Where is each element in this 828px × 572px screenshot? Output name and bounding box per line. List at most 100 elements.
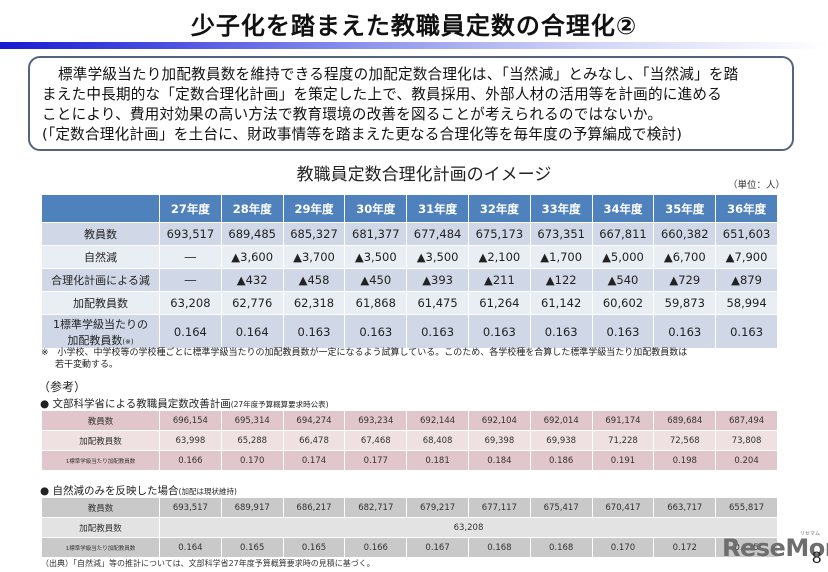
cell: ▲1,700 [529, 245, 593, 269]
cell: ▲393 [406, 268, 469, 292]
reference-heading: （参考） [38, 380, 87, 394]
table-row: 1標準学級当たり加配教員数 0.166 0.170 0.174 0.177 0.… [41, 450, 778, 471]
cell: 61,264 [467, 291, 531, 315]
cell: 0.163 [406, 314, 469, 349]
page-title: 少子化を踏まえた教職員定数の合理化② [190, 12, 638, 40]
row-label: 1標準学級当たり加配教員数 [41, 537, 160, 558]
row-label: 加配教員数 [41, 291, 160, 315]
cell: ▲879 [715, 268, 778, 292]
row-label: 加配教員数 [41, 430, 160, 451]
year-header: 28年度 [220, 194, 284, 223]
cell: ― [159, 245, 222, 269]
watermark-kana: リセマム [800, 531, 821, 537]
table-row: 自然減 ― ▲3,600 ▲3,700 ▲3,500 ▲3,500 ▲2,100… [41, 245, 778, 269]
mext-plan-heading: ● 文部科学省による教職員定数改善計画(27年度予算概算要求時公表) [40, 396, 329, 411]
table-row: 1標準学級当たりの 加配教員数(※) 0.164 0.164 0.163 0.1… [41, 314, 778, 349]
table-row: 教員数 696,154 695,314 694,274 693,234 692,… [41, 410, 778, 431]
table-row: 加配教員数 63,208 62,776 62,318 61,868 61,475… [41, 291, 778, 315]
row-label: 教員数 [41, 222, 160, 246]
summary-line: まえた中長期的な「定数合理化計画」を策定した上で、教員採用、外部人材の活用等を計… [42, 86, 722, 103]
cell: 673,351 [529, 222, 593, 246]
cell: 694,274 [282, 410, 346, 431]
cell: ▲211 [467, 268, 531, 292]
cell: 0.191 [591, 450, 655, 471]
natural-decrease-heading: ● 自然減のみを反映した場合(加配は現状維持) [40, 483, 237, 498]
footnote-line: ※ 小学校、中学校等の学校種ごとに標準学級当たりの加配教員数が一定になるよう試算… [41, 348, 688, 358]
year-header: 30年度 [344, 194, 408, 223]
cell: 0.172 [653, 537, 717, 558]
page-number: 8 [812, 548, 822, 567]
row-label: 合理化計画による減 [41, 268, 160, 292]
cell: 695,314 [220, 410, 284, 431]
cell: ▲432 [220, 268, 284, 292]
table-header-row: 27年度 28年度 29年度 30年度 31年度 32年度 33年度 34年度 … [41, 194, 778, 223]
cell: 59,873 [653, 291, 717, 315]
cell: 693,517 [159, 222, 222, 246]
section-subtitle: (加配は現状維持) [178, 487, 237, 496]
cell: 62,318 [282, 291, 346, 315]
cell: 692,104 [467, 410, 531, 431]
cell: 0.181 [406, 450, 469, 471]
cell: 72,568 [653, 430, 717, 451]
row-label: 1標準学級当たりの 加配教員数(※) [41, 314, 160, 349]
cell: 693,517 [159, 497, 222, 518]
table-row: 教員数 693,517 689,917 686,217 682,717 679,… [41, 497, 778, 518]
summary-line: 標準学級当たり加配教員数を維持できる程度の加配定数合理化は、「当然減」とみなし、… [58, 66, 739, 83]
section-title: 文部科学省による教職員定数改善計画 [52, 398, 231, 410]
cell: 0.170 [220, 450, 284, 471]
footnote-line: 若干変動する。 [55, 360, 119, 370]
table-title: 教職員定数合理化計画のイメージ [296, 165, 552, 185]
row-label-line2: 加配教員数 [67, 333, 123, 347]
cell: 675,173 [467, 222, 531, 246]
summary-box: 標準学級当たり加配教員数を維持できる程度の加配定数合理化は、「当然減」とみなし、… [28, 56, 794, 151]
cell: 69,938 [529, 430, 593, 451]
cell: 0.163 [715, 314, 778, 349]
cell: 686,217 [282, 497, 346, 518]
footnote-mark: (※) [122, 337, 134, 346]
cell: 67,468 [344, 430, 408, 451]
cell: ▲458 [282, 268, 346, 292]
cell: 0.177 [344, 450, 408, 471]
rationalization-plan-table: 27年度 28年度 29年度 30年度 31年度 32年度 33年度 34年度 … [41, 194, 778, 349]
unit-label: （単位：人） [728, 180, 786, 191]
cell: ― [159, 268, 222, 292]
row-label: 自然減 [41, 245, 160, 269]
cell: ▲5,000 [591, 245, 655, 269]
cell: 681,377 [344, 222, 408, 246]
cell: 0.168 [529, 537, 593, 558]
cell: 0.163 [344, 314, 408, 349]
cell: 677,484 [406, 222, 469, 246]
section-title: 自然減のみを反映した場合 [52, 485, 179, 497]
year-header: 32年度 [467, 194, 531, 223]
year-header: 34年度 [591, 194, 655, 223]
cell: 682,717 [344, 497, 408, 518]
year-header: 29年度 [282, 194, 346, 223]
summary-line: ことにより、費用対効果の高い方法で教育環境の改善を図ることが考えられるのではない… [42, 106, 663, 123]
cell: 689,917 [220, 497, 284, 518]
mext-plan-table: 教員数 696,154 695,314 694,274 693,234 692,… [41, 410, 778, 471]
natural-decrease-table: 教員数 693,517 689,917 686,217 682,717 679,… [41, 497, 778, 558]
cell: 651,603 [715, 222, 778, 246]
cell: 60,602 [591, 291, 655, 315]
cell: ▲3,500 [406, 245, 469, 269]
cell: 0.165 [220, 537, 284, 558]
cell: 0.198 [653, 450, 717, 471]
cell: 0.163 [653, 314, 717, 349]
cell: ▲450 [344, 268, 408, 292]
cell: 0.170 [591, 537, 655, 558]
cell: 0.204 [715, 450, 778, 471]
cell: 0.167 [406, 537, 469, 558]
cell: ▲3,500 [344, 245, 408, 269]
cell: 0.163 [591, 314, 655, 349]
cell: 62,776 [220, 291, 284, 315]
source-note: （出典）「自然減」等の推計については、文部科学省27年度予算概算要求時の見積に基… [41, 559, 375, 568]
cell: 61,475 [406, 291, 469, 315]
cell: ▲3,700 [282, 245, 346, 269]
cell: 0.163 [282, 314, 346, 349]
row-label: 教員数 [41, 497, 160, 518]
cell: ▲122 [529, 268, 593, 292]
cell: 0.166 [344, 537, 408, 558]
year-header: 33年度 [529, 194, 593, 223]
table-row: 合理化計画による減 ― ▲432 ▲458 ▲450 ▲393 ▲211 ▲12… [41, 268, 778, 292]
cell: 58,994 [715, 291, 778, 315]
